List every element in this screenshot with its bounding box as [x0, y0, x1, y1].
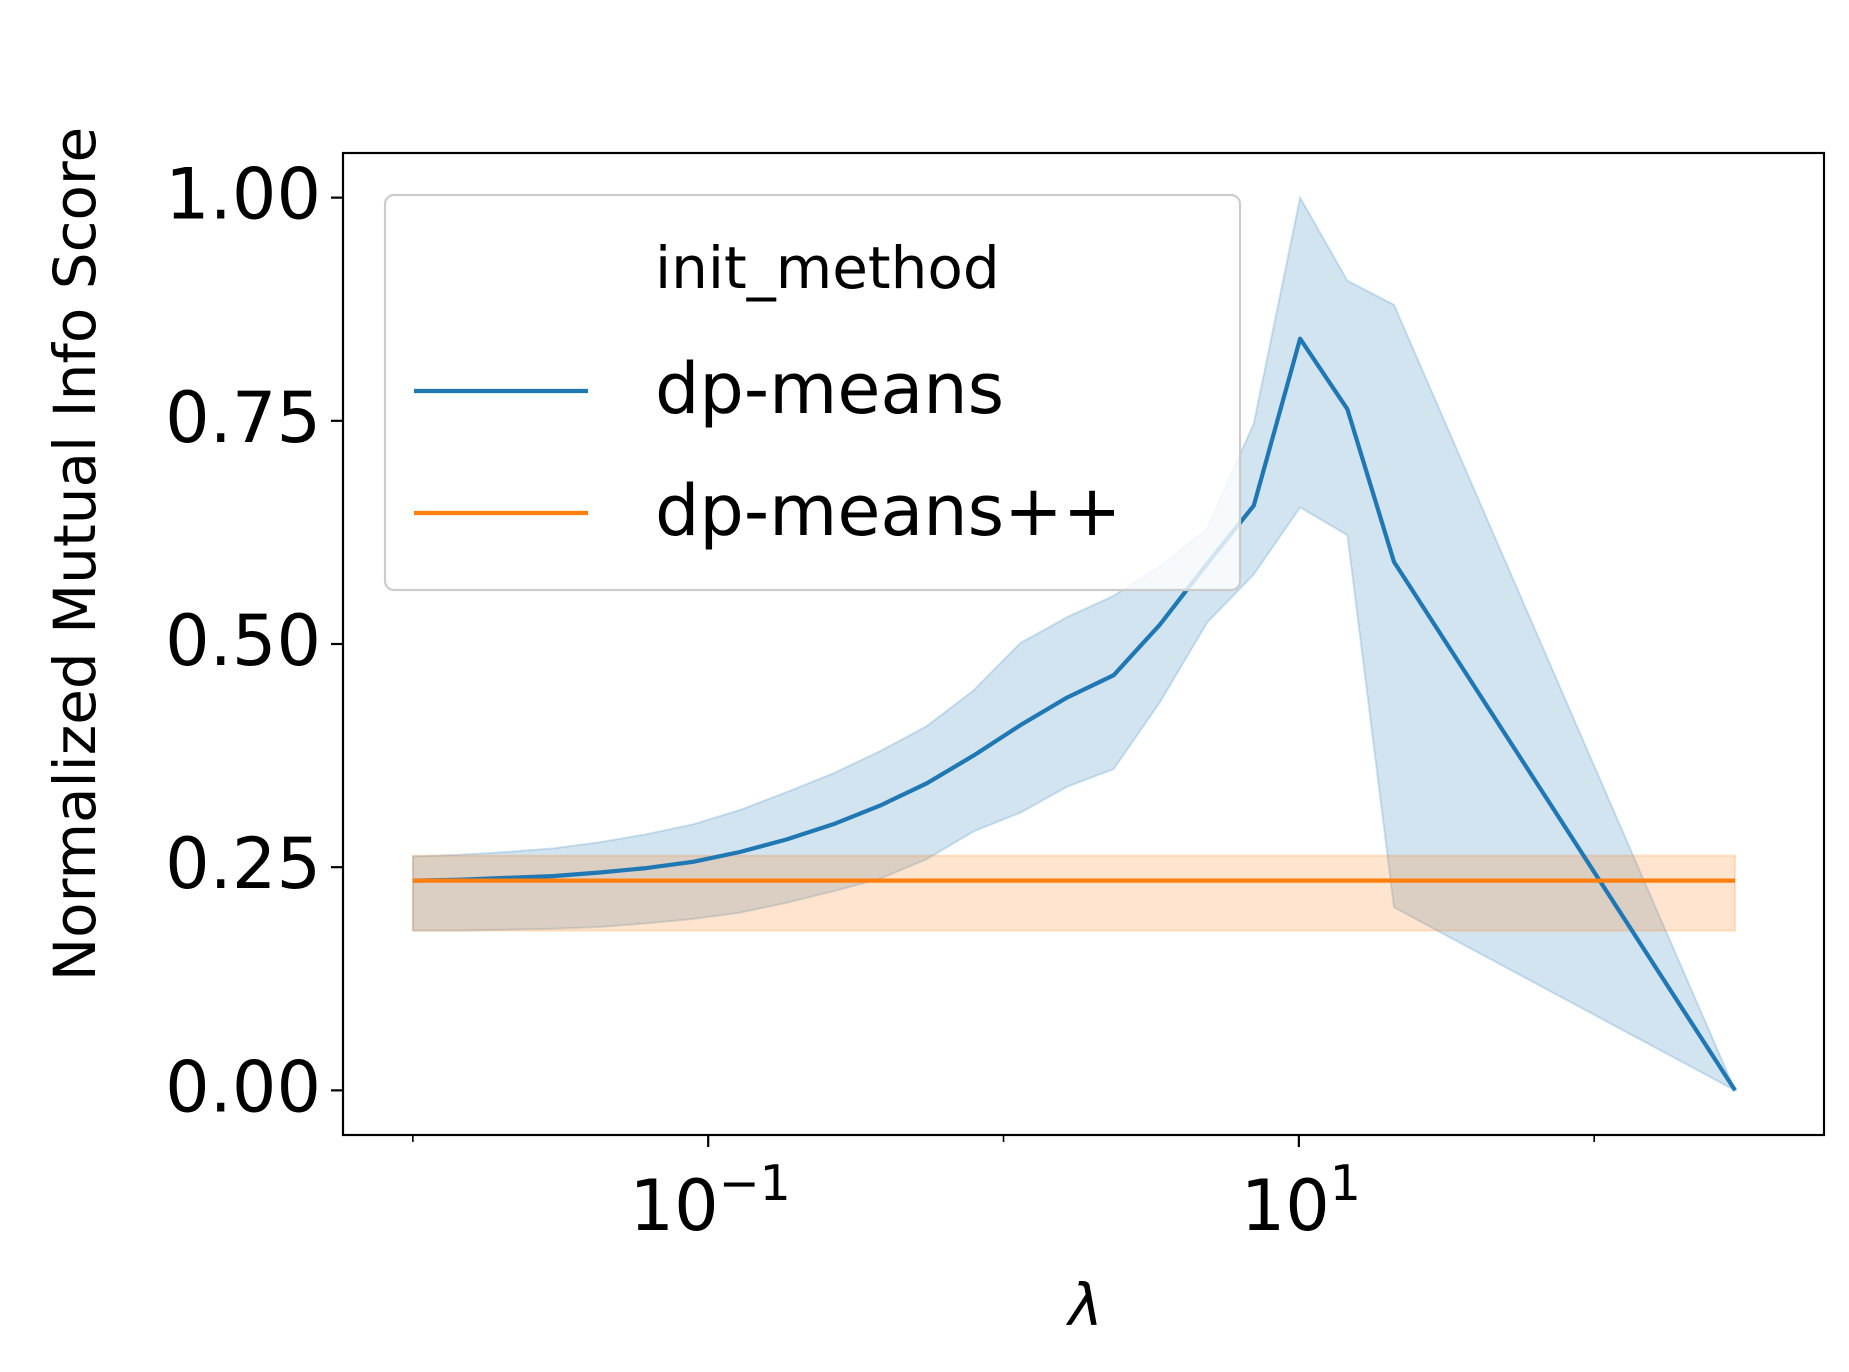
y-axis-ticks: 0.00 0.25 0.50 0.75 1.00 [165, 154, 343, 1128]
confidence-band-dp-means [411, 194, 1738, 1093]
y-tick-label: 1.00 [165, 154, 321, 236]
legend-label-dp-means++: dp-means++ [655, 470, 1121, 552]
series-line-dp-means [412, 336, 1737, 1092]
x-tick-label: 10−1 [630, 1155, 791, 1247]
series-lines [412, 336, 1737, 1092]
y-tick-label: 0.25 [165, 823, 321, 905]
legend-label-dp-means: dp-means [655, 348, 1004, 430]
y-axis-label: Normalized Mutual Info Score [41, 127, 109, 981]
legend-title: init_method [655, 234, 1000, 302]
y-tick-label: 0.00 [165, 1046, 321, 1128]
y-tick-label: 0.50 [165, 600, 321, 682]
x-tick-label: 101 [1241, 1155, 1361, 1247]
legend-box [383, 193, 1242, 592]
legend: init_method dp-means dp-means++ [383, 193, 1242, 592]
confidence-band-dp-means++ [411, 854, 1737, 932]
x-axis-label: λ [1065, 1271, 1102, 1339]
y-tick-label: 0.75 [165, 377, 321, 459]
legend-items: dp-means dp-means++ [414, 348, 1121, 552]
x-axis-ticks: 10−1 101 [412, 1135, 1595, 1247]
confidence-bands [411, 194, 1738, 1093]
